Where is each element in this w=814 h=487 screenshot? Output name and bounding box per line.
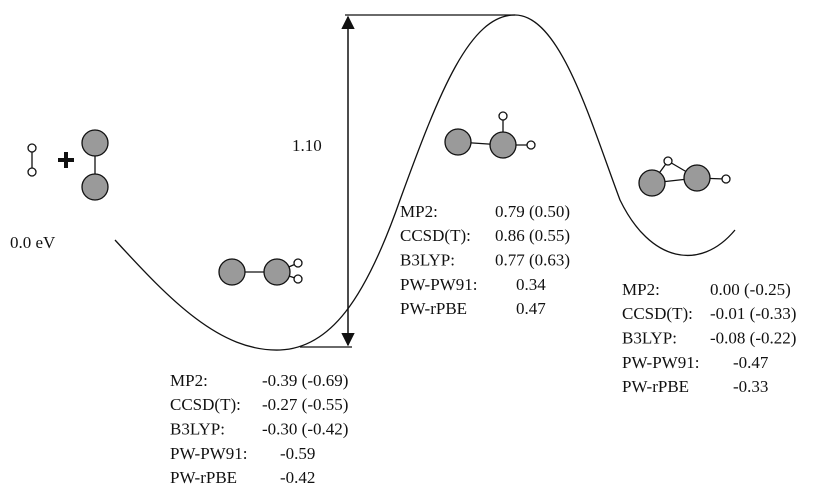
method-label: MP2: (400, 202, 438, 221)
energy-value: -0.59 (280, 444, 315, 463)
method-label: PW-PW91: (622, 353, 699, 372)
energy-value: -0.39 (-0.69) (262, 371, 348, 390)
method-label: PW-PW91: (170, 444, 247, 463)
method-label: CCSD(T): (400, 226, 471, 245)
energy-value: -0.27 (-0.55) (262, 395, 348, 414)
method-label: PW-PW91: (400, 275, 477, 294)
energy-value: -0.42 (280, 468, 315, 487)
barrier-label: 1.10 (292, 136, 322, 155)
reactant-molecules (27, 129, 109, 201)
energy-value: 0.86 (0.55) (495, 226, 570, 245)
method-label: CCSD(T): (170, 395, 241, 414)
energy-value: -0.30 (-0.42) (262, 420, 348, 439)
energy-value: 0.34 (516, 275, 546, 294)
method-label: B3LYP: (170, 420, 225, 439)
transition-state-molecule (444, 111, 536, 159)
method-label: PW-rPBE (400, 299, 467, 318)
method-label: PW-rPBE (622, 377, 689, 396)
energy-value: -0.47 (733, 353, 769, 372)
reactant-label: 0.0 eV (10, 233, 56, 252)
method-label: CCSD(T): (622, 304, 693, 323)
energy-value: 0.79 (0.50) (495, 202, 570, 221)
method-label: MP2: (170, 371, 208, 390)
energy-value: 0.00 (-0.25) (710, 280, 791, 299)
energy-value: -0.33 (733, 377, 768, 396)
energy-value: -0.08 (-0.22) (710, 329, 796, 348)
method-label: B3LYP: (622, 329, 677, 348)
energy-value: 0.47 (516, 299, 546, 318)
method-label: MP2: (622, 280, 660, 299)
product-molecule (638, 156, 731, 197)
energy-value: 0.77 (0.63) (495, 251, 570, 270)
method-label: PW-rPBE (170, 468, 237, 487)
energy-value: -0.01 (-0.33) (710, 304, 796, 323)
minimum-molecule (218, 258, 303, 286)
method-label: B3LYP: (400, 251, 455, 270)
energy-curve (114, 14, 736, 351)
energy-tables: MP2: -0.39 (-0.69) CCSD(T): -0.27 (-0.55) B3… (170, 202, 796, 487)
